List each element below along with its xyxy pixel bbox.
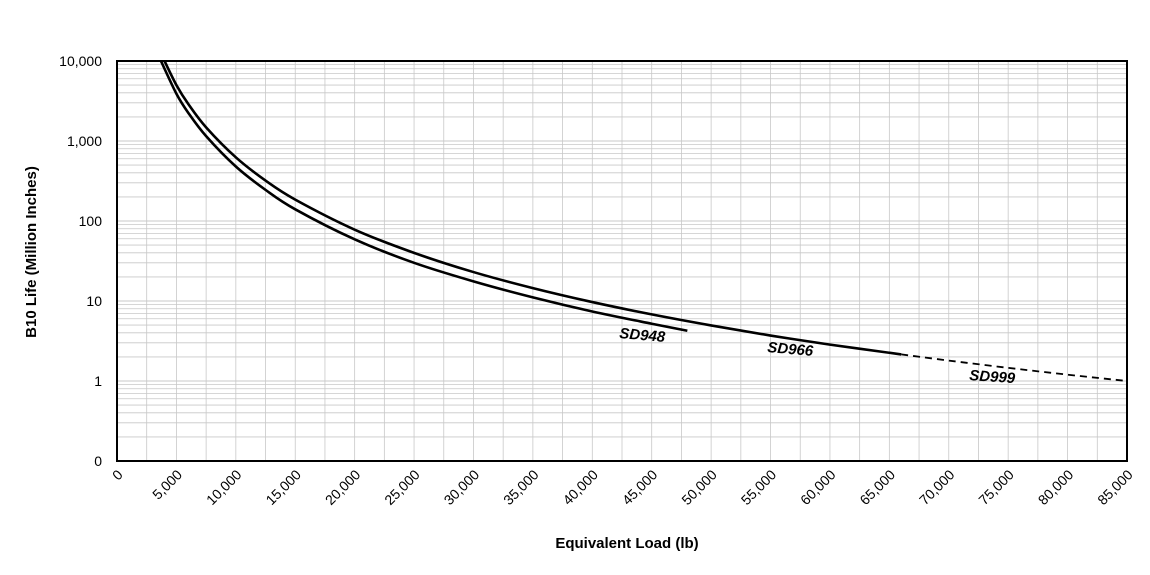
x-tick-label: 0 — [109, 466, 126, 483]
series-label-sd966: SD966 — [767, 339, 815, 360]
x-tick-label: 20,000 — [322, 466, 364, 508]
x-tick-label: 85,000 — [1094, 466, 1136, 508]
x-tick-label: 75,000 — [975, 466, 1017, 508]
x-axis-title: Equivalent Load (lb) — [555, 535, 698, 552]
y-tick-label: 1,000 — [67, 133, 102, 149]
x-tick-label: 55,000 — [738, 466, 780, 508]
series-lines — [159, 60, 1128, 382]
x-tick-label: 80,000 — [1035, 466, 1077, 508]
x-tick-label: 60,000 — [797, 466, 839, 508]
x-tick-label: 5,000 — [149, 466, 185, 502]
y-tick-label: 10 — [86, 293, 102, 309]
series-label-sd948: SD948 — [619, 325, 667, 346]
y-axis-title: B10 Life (Million Inches) — [23, 166, 40, 338]
x-tick-label: 45,000 — [619, 466, 661, 508]
grid — [117, 61, 1127, 461]
x-tick-label: 35,000 — [500, 466, 542, 508]
x-tick-label: 40,000 — [559, 466, 601, 508]
x-axis-tick-labels: 0 5,000 10,000 15,000 20,000 25,000 30,000 35,0… — [109, 466, 1136, 508]
y-tick-label: 10,000 — [59, 53, 102, 69]
y-tick-label: 1 — [94, 373, 102, 389]
series-line-sd966 — [163, 60, 902, 356]
y-axis-tick-labels: 0 1 10 100 1,000 10,000 — [59, 53, 102, 469]
series-label-sd999: SD999 — [969, 367, 1017, 387]
series-line-sd999 — [901, 353, 1128, 382]
y-tick-label: 0 — [94, 453, 102, 469]
x-tick-label: 25,000 — [381, 466, 423, 508]
x-tick-label: 65,000 — [856, 466, 898, 508]
plot-area-frame — [116, 60, 1128, 462]
x-tick-label: 30,000 — [441, 466, 483, 508]
series-line-sd948 — [159, 60, 688, 333]
x-tick-label: 10,000 — [203, 466, 245, 508]
y-tick-label: 100 — [79, 213, 103, 229]
x-tick-label: 15,000 — [262, 466, 304, 508]
x-tick-label: 70,000 — [916, 466, 958, 508]
x-tick-label: 50,000 — [678, 466, 720, 508]
